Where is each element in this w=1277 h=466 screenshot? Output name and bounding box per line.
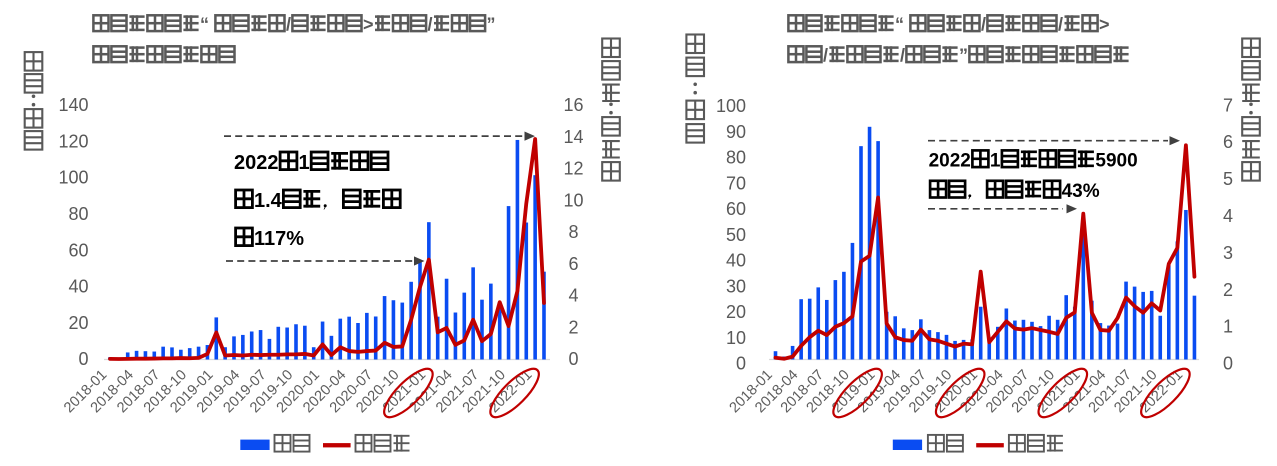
svg-text:70: 70	[726, 173, 746, 193]
svg-text:140: 140	[58, 95, 88, 115]
svg-text:2022: 2022	[234, 152, 279, 174]
svg-text:5: 5	[1223, 169, 1233, 189]
svg-text:”: ”	[487, 15, 496, 35]
svg-text:1.4: 1.4	[254, 190, 283, 212]
svg-text:/: /	[1058, 15, 1063, 35]
svg-text:100: 100	[716, 96, 746, 116]
svg-text:80: 80	[68, 204, 88, 224]
svg-text:80: 80	[726, 148, 746, 168]
svg-text:“: “	[200, 15, 209, 35]
svg-text:>: >	[1099, 15, 1110, 35]
svg-text:16: 16	[563, 95, 583, 115]
svg-text:0: 0	[1223, 354, 1233, 374]
svg-text:100: 100	[58, 168, 88, 188]
svg-text:0: 0	[736, 354, 746, 374]
svg-text:40: 40	[726, 251, 746, 271]
svg-text:”: ”	[959, 46, 968, 66]
svg-text:1: 1	[299, 152, 310, 174]
svg-text:7: 7	[1223, 95, 1233, 115]
svg-text:14: 14	[563, 127, 583, 147]
svg-text:/: /	[900, 46, 905, 66]
svg-text:6: 6	[568, 254, 578, 274]
svg-text:10: 10	[726, 328, 746, 348]
svg-text:1: 1	[1223, 317, 1233, 337]
svg-text:2022: 2022	[929, 151, 971, 172]
svg-text:117%: 117%	[254, 228, 304, 250]
svg-text:60: 60	[68, 240, 88, 260]
svg-text:/: /	[428, 15, 433, 35]
svg-text:10: 10	[563, 190, 583, 210]
svg-text:90: 90	[726, 122, 746, 142]
svg-text:0: 0	[568, 349, 578, 369]
svg-text:30: 30	[726, 276, 746, 296]
svg-text:/: /	[286, 15, 291, 35]
svg-text:“: “	[895, 15, 904, 35]
svg-text:50: 50	[726, 225, 746, 245]
svg-text:12: 12	[563, 159, 583, 179]
svg-text:6: 6	[1223, 132, 1233, 152]
svg-text:1: 1	[990, 151, 1001, 172]
svg-text:0: 0	[78, 349, 88, 369]
svg-text:43%: 43%	[1062, 181, 1100, 202]
svg-text:/: /	[823, 46, 828, 66]
svg-text:20: 20	[68, 313, 88, 333]
svg-text:>: >	[363, 15, 374, 35]
svg-text:120: 120	[58, 131, 88, 151]
svg-text:2: 2	[1223, 280, 1233, 300]
svg-text:2: 2	[568, 317, 578, 337]
svg-text:60: 60	[726, 199, 746, 219]
svg-text:8: 8	[568, 222, 578, 242]
svg-text:20: 20	[726, 302, 746, 322]
svg-text:3: 3	[1223, 243, 1233, 263]
svg-text:4: 4	[1223, 206, 1233, 226]
svg-text:40: 40	[68, 277, 88, 297]
svg-text:/: /	[981, 15, 986, 35]
svg-text:4: 4	[568, 286, 578, 306]
svg-text:5900: 5900	[1095, 151, 1137, 172]
